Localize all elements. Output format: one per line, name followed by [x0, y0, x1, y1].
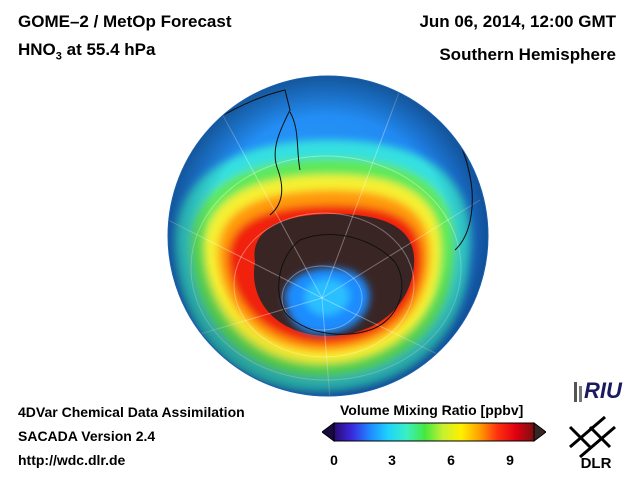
colorbar: [322, 422, 546, 442]
species-label: HNO3 at 55.4 hPa: [18, 40, 156, 63]
colorbar-tick: 9: [506, 452, 514, 468]
map-title: GOME–2 / MetOp Forecast: [18, 12, 232, 31]
colorbar-tick: 0: [330, 452, 338, 468]
riu-logo: RIU: [574, 378, 623, 403]
footer-url[interactable]: http://wdc.dlr.de: [18, 452, 126, 468]
colorbar-body: [333, 422, 535, 442]
footer-method: 4DVar Chemical Data Assimilation: [18, 404, 245, 420]
colorbar-min-arrow: [322, 422, 335, 442]
dlr-logo: DLR: [568, 415, 616, 472]
svg-text:RIU: RIU: [584, 378, 623, 403]
svg-text:DLR: DLR: [581, 455, 612, 472]
colorbar-tick: 6: [447, 452, 455, 468]
colorbar-max-arrow: [533, 422, 546, 442]
colorbar-tick: 3: [388, 452, 396, 468]
hemisphere-label: Southern Hemisphere: [439, 45, 616, 64]
colorbar-title: Volume Mixing Ratio [ppbv]: [340, 402, 524, 418]
forecast-datetime: Jun 06, 2014, 12:00 GMT: [419, 12, 616, 31]
footer-version: SACADA Version 2.4: [18, 428, 156, 444]
